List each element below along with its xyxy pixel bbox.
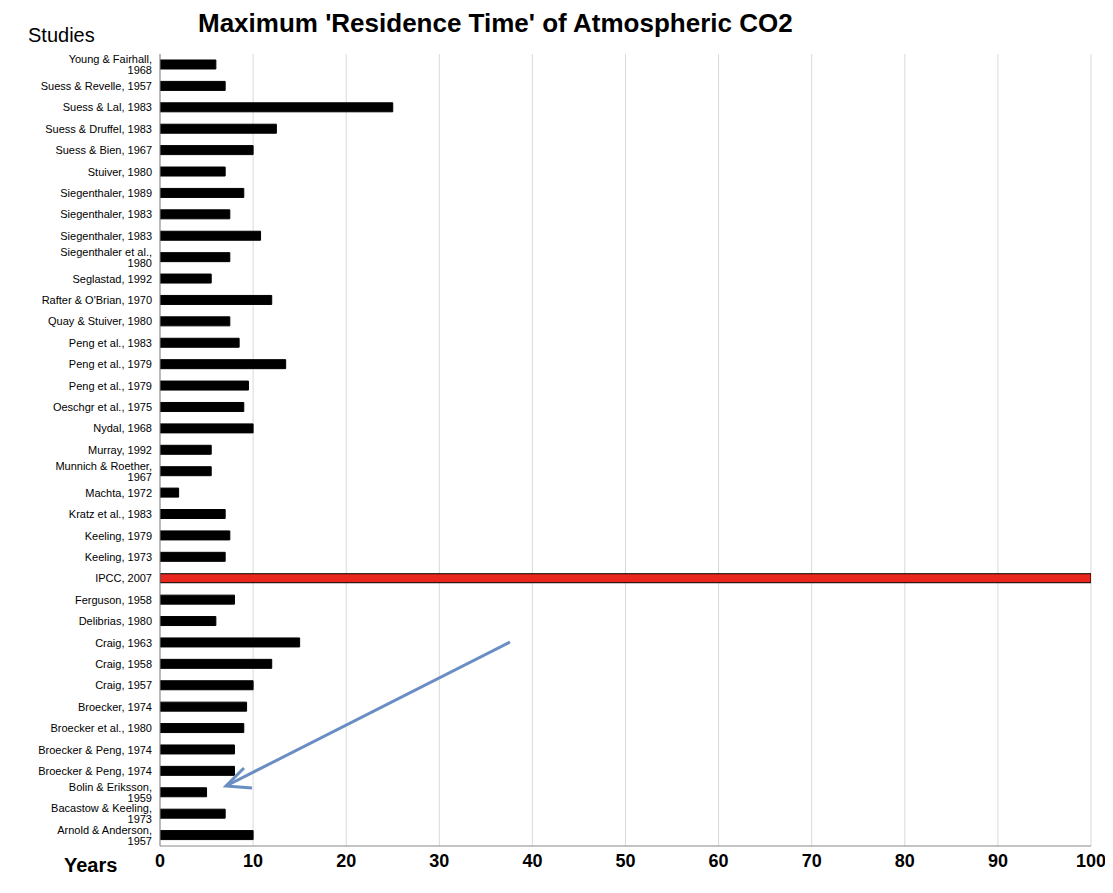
svg-text:Rafter & O'Brian, 1970: Rafter & O'Brian, 1970 <box>42 294 152 306</box>
svg-text:Broecker & Peng, 1974: Broecker & Peng, 1974 <box>38 744 152 756</box>
svg-text:10: 10 <box>243 851 263 871</box>
svg-text:Siegenthaler, 1989: Siegenthaler, 1989 <box>60 187 152 199</box>
svg-text:20: 20 <box>336 851 356 871</box>
svg-text:70: 70 <box>802 851 822 871</box>
svg-text:Suess & Lal, 1983: Suess & Lal, 1983 <box>63 101 152 113</box>
svg-text:Kratz et al., 1983: Kratz et al., 1983 <box>69 508 152 520</box>
svg-text:Bolin & Eriksson,1959: Bolin & Eriksson,1959 <box>69 781 152 804</box>
svg-text:Broecker, 1974: Broecker, 1974 <box>78 701 152 713</box>
svg-text:Quay & Stuiver, 1980: Quay & Stuiver, 1980 <box>48 315 152 327</box>
html-text:Maximum 'Residence Time' of At: Maximum 'Residence Time' of Atmospheric … <box>198 8 793 38</box>
svg-text:80: 80 <box>895 851 915 871</box>
svg-text:Craig, 1963: Craig, 1963 <box>95 637 152 649</box>
svg-text:100: 100 <box>1076 851 1105 871</box>
svg-text:50: 50 <box>615 851 635 871</box>
svg-text:Stuiver, 1980: Stuiver, 1980 <box>88 166 152 178</box>
svg-text:Suess & Bien, 1967: Suess & Bien, 1967 <box>55 144 152 156</box>
svg-text:IPCC, 2007: IPCC, 2007 <box>95 572 152 584</box>
svg-text:Craig, 1958: Craig, 1958 <box>95 658 152 670</box>
svg-text:Peng et al., 1983: Peng et al., 1983 <box>69 337 152 349</box>
svg-text:60: 60 <box>709 851 729 871</box>
svg-text:Peng et al., 1979: Peng et al., 1979 <box>69 358 152 370</box>
svg-text:0: 0 <box>155 851 165 871</box>
svg-text:Nydal, 1968: Nydal, 1968 <box>93 422 152 434</box>
svg-text:Delibrias, 1980: Delibrias, 1980 <box>79 615 152 627</box>
svg-text:Peng et al., 1979: Peng et al., 1979 <box>69 380 152 392</box>
svg-text:Bacastow & Keeling,1973: Bacastow & Keeling,1973 <box>51 802 152 825</box>
svg-text:Siegenthaler, 1983: Siegenthaler, 1983 <box>60 230 152 242</box>
svg-text:40: 40 <box>522 851 542 871</box>
svg-text:Keeling, 1979: Keeling, 1979 <box>85 530 152 542</box>
svg-text:Broecker et al., 1980: Broecker et al., 1980 <box>50 722 152 734</box>
svg-text:Keeling, 1973: Keeling, 1973 <box>85 551 152 563</box>
svg-text:Ferguson, 1958: Ferguson, 1958 <box>75 594 152 606</box>
svg-text:Suess & Druffel, 1983: Suess & Druffel, 1983 <box>45 123 152 135</box>
html-text:Studies: Studies <box>28 24 95 46</box>
svg-text:Murray, 1992: Murray, 1992 <box>88 444 152 456</box>
svg-text:Craig, 1957: Craig, 1957 <box>95 679 152 691</box>
svg-text:Siegenthaler, 1983: Siegenthaler, 1983 <box>60 208 152 220</box>
svg-text:Suess & Revelle, 1957: Suess & Revelle, 1957 <box>41 80 152 92</box>
svg-text:Seglastad, 1992: Seglastad, 1992 <box>72 273 152 285</box>
svg-text:Munnich & Roether,1967: Munnich & Roether,1967 <box>55 460 152 483</box>
svg-text:Broecker & Peng, 1974: Broecker & Peng, 1974 <box>38 765 152 777</box>
html-text:Years: Years <box>64 854 118 876</box>
svg-text:90: 90 <box>988 851 1008 871</box>
svg-text:30: 30 <box>429 851 449 871</box>
svg-text:Oeschgr et al., 1975: Oeschgr et al., 1975 <box>53 401 152 413</box>
svg-text:Arnold & Anderson,1957: Arnold & Anderson,1957 <box>57 824 152 847</box>
svg-text:Machta, 1972: Machta, 1972 <box>85 487 152 499</box>
svg-text:Siegenthaler et al.,1980: Siegenthaler et al.,1980 <box>60 246 152 269</box>
svg-text:Young & Fairhall,1968: Young & Fairhall,1968 <box>69 53 152 76</box>
